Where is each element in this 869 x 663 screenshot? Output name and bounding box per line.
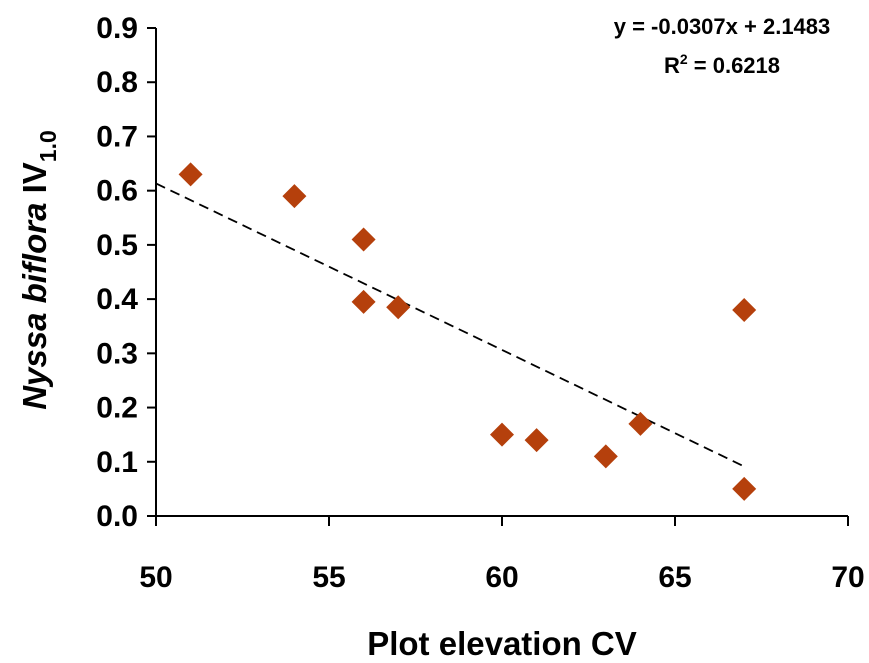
data-point-marker bbox=[490, 422, 514, 447]
y-tick-label: 0.3 bbox=[96, 337, 138, 370]
x-axis-ticks: 50 55 60 65 70 bbox=[139, 516, 865, 594]
x-tick-label: 50 bbox=[139, 561, 172, 594]
data-point-marker bbox=[351, 227, 376, 252]
y-axis-ticks: 0.0 0.1 0.2 0.3 0.4 0.5 0.6 0.7 0.8 0.9 bbox=[96, 12, 156, 533]
data-point-marker bbox=[732, 297, 757, 322]
data-point-marker bbox=[386, 295, 411, 320]
data-points bbox=[178, 162, 757, 501]
y-tick-label: 0.0 bbox=[96, 500, 138, 533]
x-tick-label: 70 bbox=[831, 561, 864, 594]
y-tick-label: 0.2 bbox=[96, 392, 138, 425]
y-axis-title: Nyssa biflora IV1.0 bbox=[16, 130, 61, 410]
y-tick-label: 0.4 bbox=[96, 283, 138, 316]
data-point-marker bbox=[593, 444, 618, 469]
y-tick-label: 0.1 bbox=[96, 446, 138, 479]
data-point-marker bbox=[524, 428, 549, 453]
x-tick-label: 60 bbox=[485, 561, 518, 594]
r-squared-label: R2 = 0.6218 bbox=[664, 51, 780, 78]
data-point-marker bbox=[178, 162, 203, 187]
x-tick-label: 65 bbox=[658, 561, 691, 594]
trendline bbox=[155, 182, 745, 468]
x-tick-label: 55 bbox=[312, 561, 345, 594]
data-point-marker bbox=[282, 184, 307, 209]
x-axis-title: Plot elevation CV bbox=[367, 625, 637, 662]
y-tick-label: 0.9 bbox=[96, 12, 138, 45]
equation-label: y = -0.0307x + 2.1483 bbox=[614, 14, 831, 39]
y-tick-label: 0.8 bbox=[96, 66, 138, 99]
data-point-marker bbox=[351, 289, 376, 314]
y-tick-label: 0.7 bbox=[96, 120, 138, 153]
y-tick-label: 0.6 bbox=[96, 175, 138, 208]
data-point-marker bbox=[732, 476, 757, 501]
y-tick-label: 0.5 bbox=[96, 229, 138, 262]
data-point-marker bbox=[628, 411, 653, 436]
